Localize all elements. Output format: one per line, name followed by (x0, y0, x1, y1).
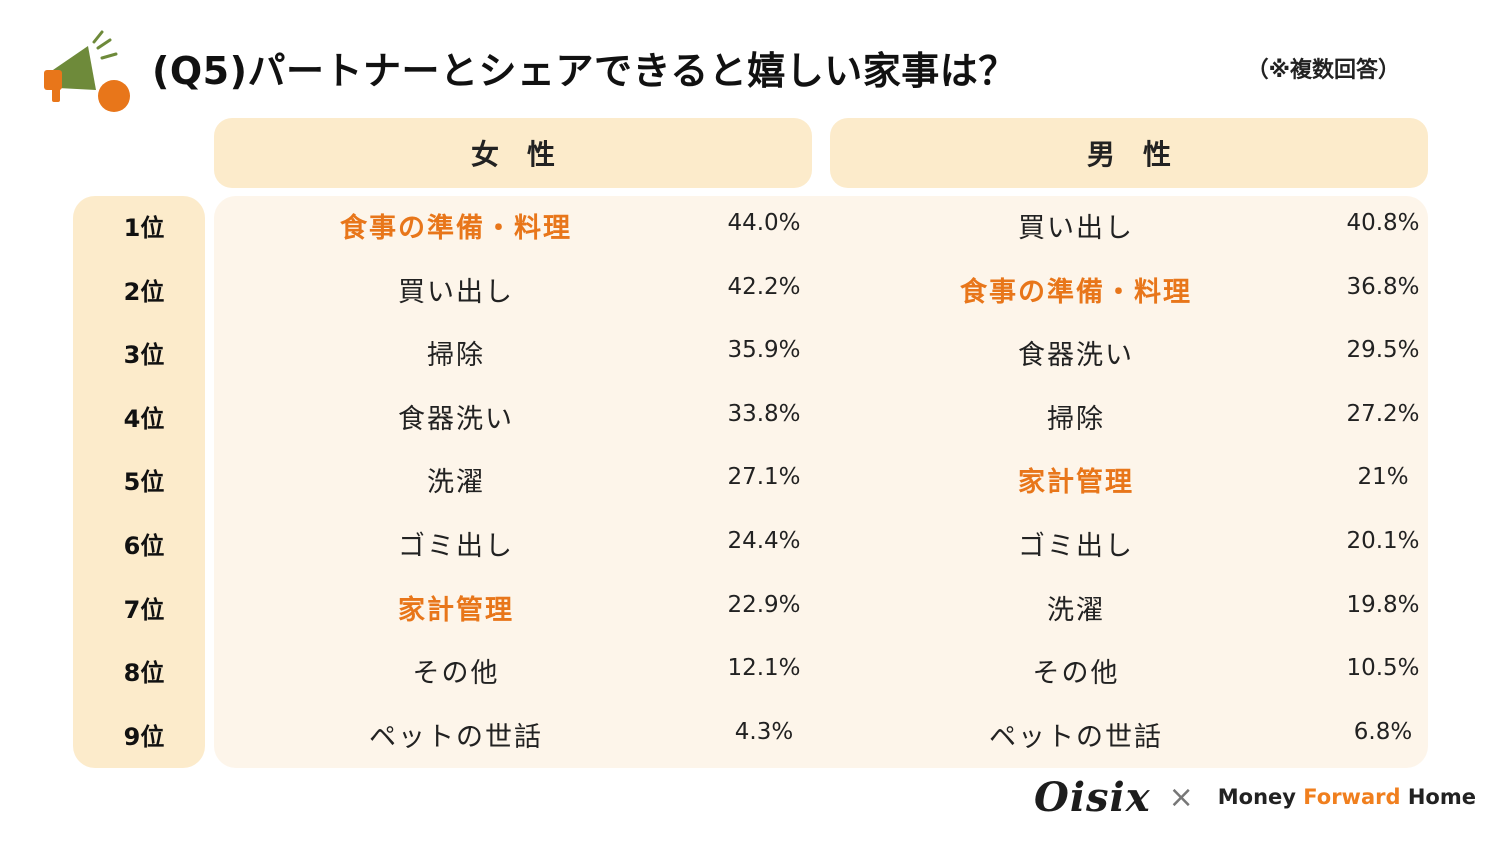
male-item-percent: 21% (1357, 464, 1409, 491)
column-header-female: 女性 (214, 118, 812, 188)
female-item-percent: 44.0% (727, 210, 801, 236)
rank-label: 6位 (123, 532, 165, 560)
column-header-male: 男性 (830, 118, 1428, 188)
female-item-label: ゴミ出し (398, 531, 514, 562)
female-item-percent: 35.9% (727, 337, 801, 364)
rank-label: 1位 (123, 214, 165, 242)
rank-label: 5位 (123, 468, 165, 497)
female-item-percent: 27.1% (727, 464, 801, 491)
male-item-percent: 6.8% (1353, 718, 1413, 745)
table-row: 2位 買い出し 42.2% 食事の準備・料理 36.8% (0, 260, 1500, 324)
female-item-percent: 33.8% (727, 400, 801, 427)
rank-label: 8位 (123, 659, 165, 688)
logo-text-money: Money (1217, 785, 1304, 809)
male-item-label: 洗濯 (1047, 594, 1105, 626)
male-item-percent: 20.1% (1346, 528, 1420, 554)
female-item-label: 食器洗い (398, 403, 514, 435)
female-item-label: 掃除 (427, 340, 485, 372)
rank-label: 9位 (123, 722, 165, 751)
male-item-label: 食器洗い (1018, 340, 1134, 372)
table-row: 8位 その他 12.1% その他 10.5% (0, 641, 1500, 705)
table-row: 9位 ペットの世話 4.3% ペットの世話 6.8% (0, 705, 1500, 769)
rank-label: 7位 (123, 595, 165, 624)
male-item-percent: 19.8% (1346, 591, 1420, 618)
male-item-percent: 36.8% (1346, 273, 1420, 300)
megaphone-icon (44, 30, 130, 112)
logo-bar: Oisix × Money Forward Home (1034, 772, 1476, 822)
logo-text-forward: Forward (1303, 785, 1401, 809)
logo-text-home: Home (1400, 785, 1476, 809)
male-item-percent: 10.5% (1346, 655, 1420, 682)
table-row: 5位 洗濯 27.1% 家計管理 21% (0, 450, 1500, 514)
male-item-label: ゴミ出し (1018, 531, 1134, 562)
rank-label: 2位 (123, 277, 165, 306)
collab-separator: × (1168, 779, 1194, 815)
female-item-percent: 42.2% (727, 273, 801, 300)
money-forward-home-logo: Money Forward Home (1218, 785, 1476, 809)
rank-label: 3位 (123, 341, 165, 370)
rank-label: 4位 (123, 404, 165, 433)
female-item-percent: 4.3% (734, 718, 794, 745)
male-item-label: 買い出し (1018, 213, 1134, 244)
female-item-label: ペットの世話 (369, 721, 543, 753)
table-row: 6位 ゴミ出し 24.4% ゴミ出し 20.1% (0, 514, 1500, 578)
table-row: 1位 食事の準備・料理 44.0% 買い出し 40.8% (0, 196, 1500, 260)
female-item-percent: 24.4% (727, 528, 801, 554)
table-body-background (214, 196, 1428, 768)
male-item-label: その他 (1032, 658, 1120, 690)
male-item-label: 家計管理 (1018, 467, 1134, 499)
female-item-label: 家計管理 (398, 594, 514, 626)
male-item-label: 食事の準備・料理 (960, 276, 1192, 308)
male-item-label: 掃除 (1047, 403, 1105, 435)
female-item-percent: 22.9% (727, 591, 801, 618)
female-item-percent: 12.1% (727, 655, 801, 682)
female-item-label: 食事の準備・料理 (340, 213, 572, 244)
male-item-percent: 40.8% (1346, 210, 1420, 236)
female-item-label: その他 (412, 658, 500, 690)
female-item-label: 洗濯 (427, 467, 485, 499)
multiple-answer-note: （※複数回答） (1246, 58, 1400, 83)
table-row: 4位 食器洗い 33.8% 掃除 27.2% (0, 387, 1500, 451)
male-item-percent: 29.5% (1346, 337, 1420, 364)
male-item-label: ペットの世話 (989, 721, 1163, 753)
table-row: 7位 家計管理 22.9% 洗濯 19.8% (0, 578, 1500, 642)
male-item-percent: 27.2% (1346, 400, 1420, 427)
rank-column-background (73, 196, 205, 768)
oisix-logo: Oisix (1034, 773, 1151, 821)
female-item-label: 買い出し (398, 276, 514, 308)
page-title: (Q5)パートナーとシェアできると嬉しい家事は？ (152, 49, 1017, 93)
table-row: 3位 掃除 35.9% 食器洗い 29.5% (0, 323, 1500, 387)
